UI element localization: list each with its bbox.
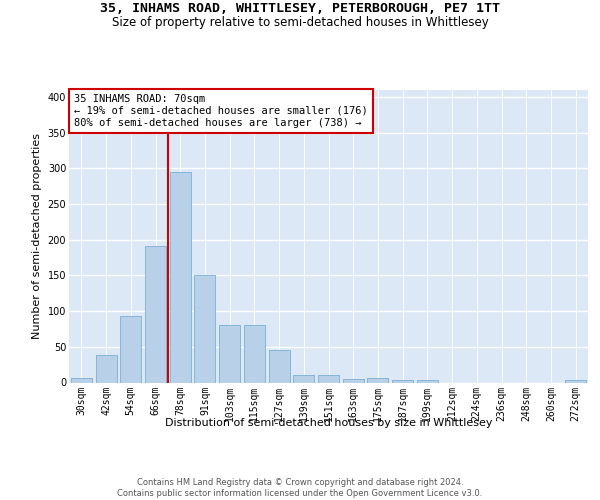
Text: Contains HM Land Registry data © Crown copyright and database right 2024.
Contai: Contains HM Land Registry data © Crown c… <box>118 478 482 498</box>
Bar <box>170 172 191 382</box>
Bar <box>392 380 413 382</box>
Bar <box>565 380 586 382</box>
Bar <box>293 376 314 382</box>
Bar <box>269 350 290 382</box>
Text: Distribution of semi-detached houses by size in Whittlesey: Distribution of semi-detached houses by … <box>165 418 493 428</box>
Bar <box>343 379 364 382</box>
Bar <box>145 246 166 382</box>
Bar <box>71 378 92 382</box>
Bar <box>244 326 265 382</box>
Y-axis label: Number of semi-detached properties: Number of semi-detached properties <box>32 133 42 339</box>
Text: 35, INHAMS ROAD, WHITTLESEY, PETERBOROUGH, PE7 1TT: 35, INHAMS ROAD, WHITTLESEY, PETERBOROUG… <box>100 2 500 16</box>
Bar <box>318 374 339 382</box>
Bar <box>417 380 438 382</box>
Bar <box>120 316 141 382</box>
Bar <box>219 326 240 382</box>
Bar <box>95 354 116 382</box>
Bar <box>367 378 388 382</box>
Text: 35 INHAMS ROAD: 70sqm
← 19% of semi-detached houses are smaller (176)
80% of sem: 35 INHAMS ROAD: 70sqm ← 19% of semi-deta… <box>74 94 368 128</box>
Text: Size of property relative to semi-detached houses in Whittlesey: Size of property relative to semi-detach… <box>112 16 488 29</box>
Bar <box>194 276 215 382</box>
